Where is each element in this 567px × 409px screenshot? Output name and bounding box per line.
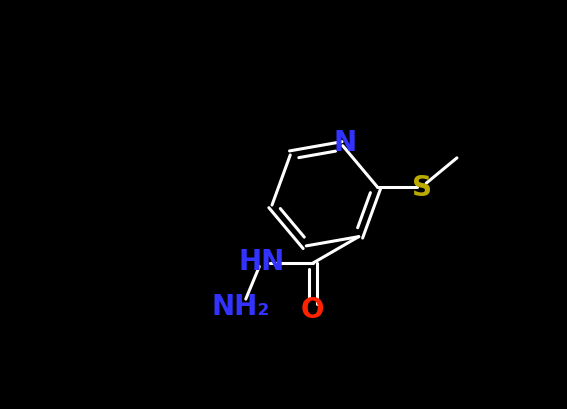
Text: NH₂: NH₂: [211, 292, 270, 320]
Text: HN: HN: [238, 247, 285, 276]
Text: S: S: [412, 173, 432, 201]
Text: O: O: [301, 295, 324, 324]
Text: N: N: [333, 129, 356, 157]
